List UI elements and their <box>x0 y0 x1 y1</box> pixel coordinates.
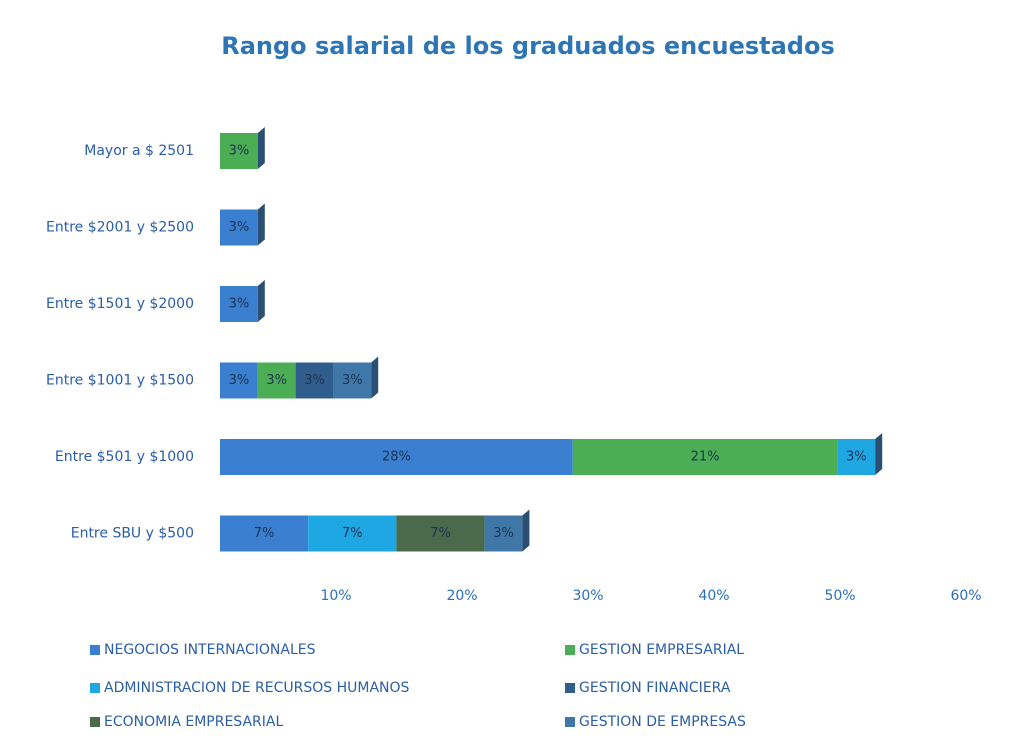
x-tick-label: 20% <box>446 588 477 604</box>
value-label: 3% <box>493 526 514 541</box>
bar-segment <box>333 362 372 399</box>
bar-segment <box>308 515 397 552</box>
y-tick-label: Entre $1501 y $2000 <box>46 296 194 312</box>
legend-swatch <box>565 683 575 693</box>
bar-segment <box>572 439 838 475</box>
y-tick-label: Entre SBU y $500 <box>71 526 194 542</box>
bar-segment <box>220 209 258 246</box>
bar-depth <box>257 127 265 169</box>
bar-depth <box>257 280 265 322</box>
value-label: 3% <box>846 450 867 465</box>
value-label: 3% <box>229 373 250 388</box>
value-label: 3% <box>229 220 250 235</box>
x-tick-label: 60% <box>950 588 981 604</box>
legend-label: GESTION FINANCIERA <box>579 680 731 696</box>
legend-swatch <box>565 717 575 727</box>
value-label: 3% <box>266 373 287 388</box>
bar-segment <box>220 286 258 322</box>
value-label: 3% <box>229 297 250 312</box>
y-tick-label: Entre $501 y $1000 <box>55 449 194 465</box>
bar-depth <box>257 203 265 246</box>
bar-segment <box>396 515 485 552</box>
legend-swatch <box>90 683 100 693</box>
bar-segment <box>220 362 258 399</box>
value-label: 3% <box>229 144 250 159</box>
y-tick-label: Entre $1001 y $1500 <box>46 373 194 389</box>
legend-label: GESTION EMPRESARIAL <box>579 642 744 658</box>
value-label: 7% <box>430 526 451 541</box>
legend-swatch <box>90 717 100 727</box>
x-tick-label: 30% <box>572 588 603 604</box>
bar-depth <box>875 433 883 475</box>
value-label: 7% <box>342 526 363 541</box>
chart-title: Rango salarial de los graduados encuesta… <box>221 32 835 60</box>
legend-label: ECONOMIA EMPRESARIAL <box>104 714 283 730</box>
bar-segment <box>295 362 334 399</box>
legend-swatch <box>90 645 100 655</box>
bar-segment <box>837 439 876 475</box>
bar-segment <box>257 362 296 399</box>
value-label: 28% <box>382 450 411 465</box>
value-label: 21% <box>691 450 720 465</box>
bar-depth <box>522 509 530 552</box>
bar-segment <box>220 133 258 169</box>
bar-depth <box>371 356 379 399</box>
x-tick-label: 40% <box>698 588 729 604</box>
x-tick-label: 50% <box>824 588 855 604</box>
value-label: 7% <box>254 526 275 541</box>
y-tick-label: Entre $2001 y $2500 <box>46 220 194 236</box>
x-tick-label: 10% <box>320 588 351 604</box>
legend-label: ADMINISTRACION DE RECURSOS HUMANOS <box>104 680 410 696</box>
legend-swatch <box>565 645 575 655</box>
bar-segment <box>484 515 523 552</box>
value-label: 3% <box>342 373 363 388</box>
legend-label: GESTION DE EMPRESAS <box>579 714 746 730</box>
y-tick-label: Mayor a $ 2501 <box>84 143 194 159</box>
bar-segment <box>220 515 309 552</box>
legend-label: NEGOCIOS INTERNACIONALES <box>104 642 316 658</box>
value-label: 3% <box>304 373 325 388</box>
bar-segment <box>220 439 573 475</box>
